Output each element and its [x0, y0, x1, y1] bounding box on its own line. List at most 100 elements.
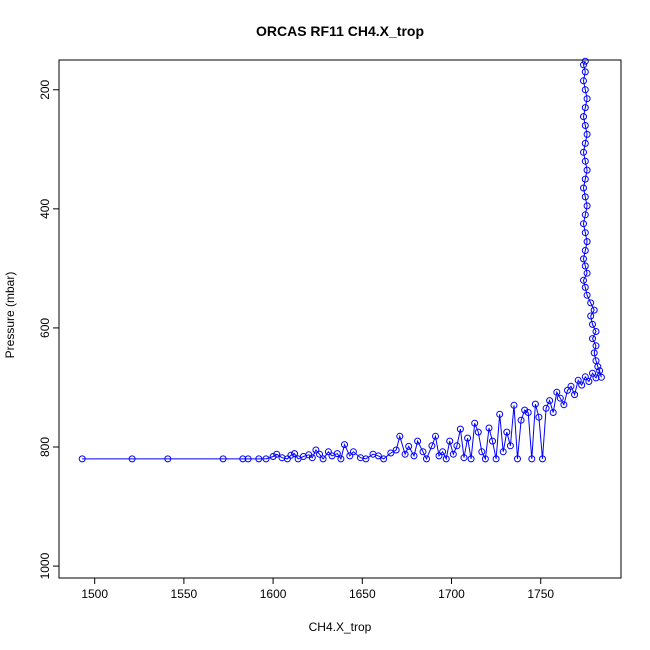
data-point — [392, 446, 400, 454]
data-point — [510, 401, 518, 409]
data-point — [580, 220, 587, 228]
data-point — [585, 378, 593, 385]
data-point — [596, 367, 604, 375]
data-point — [567, 382, 575, 390]
y-tick-label: 200 — [38, 79, 52, 99]
data-point — [560, 401, 568, 409]
data-point — [546, 397, 554, 405]
data-point — [590, 306, 598, 314]
plot-frame — [58, 59, 622, 579]
y-tick-label: 800 — [38, 437, 52, 457]
data-point — [414, 437, 422, 445]
data-point — [499, 448, 507, 456]
data-point — [324, 448, 332, 456]
chart-title: ORCAS RF11 CH4.X_trop — [256, 23, 424, 39]
data-point — [337, 455, 345, 463]
data-point — [517, 416, 525, 424]
data-point — [401, 450, 409, 458]
data-point — [346, 452, 354, 460]
data-point — [581, 57, 589, 65]
data-point — [587, 312, 595, 320]
data-point — [503, 428, 511, 436]
data-point — [581, 157, 589, 165]
data-point — [580, 255, 587, 263]
data-point — [362, 455, 370, 463]
data-point — [597, 373, 605, 381]
x-tick-label: 1750 — [527, 587, 554, 601]
data-point — [581, 262, 589, 270]
data-point — [410, 452, 418, 460]
data-point — [589, 369, 596, 377]
data-point — [316, 450, 323, 458]
data-point — [581, 211, 589, 219]
data-point — [333, 450, 341, 458]
data-point — [319, 455, 327, 463]
x-tick-label: 1550 — [171, 587, 198, 601]
data-point — [524, 409, 532, 416]
y-tick-label: 400 — [38, 199, 52, 219]
data-point — [531, 400, 539, 408]
data-point — [506, 442, 514, 450]
series-points — [78, 57, 605, 463]
data-point — [492, 455, 500, 463]
data-point — [269, 453, 277, 460]
data-point — [423, 455, 430, 463]
data-point — [589, 335, 596, 343]
data-point — [349, 448, 357, 456]
data-point — [489, 437, 496, 445]
data-point — [580, 77, 587, 85]
data-point — [312, 446, 320, 454]
data-point — [564, 386, 571, 394]
data-point — [442, 455, 450, 463]
data-point — [283, 455, 291, 463]
data-point — [485, 424, 493, 432]
data-point — [478, 448, 486, 456]
data-point — [460, 454, 468, 462]
data-point — [580, 148, 587, 156]
data-point — [78, 455, 86, 463]
data-point — [581, 193, 589, 201]
data-point — [580, 184, 587, 192]
data-point — [380, 455, 388, 463]
data-point — [549, 409, 557, 416]
x-axis-label: CH4.X_trop — [309, 620, 372, 634]
data-point — [467, 455, 475, 463]
data-point — [583, 166, 591, 174]
data-point — [589, 320, 596, 328]
data-point — [583, 269, 591, 277]
data-point — [239, 455, 247, 463]
data-point — [587, 299, 595, 307]
data-point — [571, 391, 579, 399]
data-point — [580, 61, 587, 69]
data-point — [583, 238, 591, 246]
data-point — [456, 425, 464, 433]
data-point — [590, 349, 598, 357]
data-point — [262, 455, 270, 463]
data-point — [583, 202, 591, 210]
data-point — [244, 455, 252, 463]
y-axis-label: Pressure (mbar) — [3, 272, 17, 359]
data-point — [219, 455, 227, 463]
data-point — [583, 95, 591, 103]
data-point — [578, 381, 586, 389]
data-point — [446, 437, 454, 445]
data-point — [592, 342, 600, 350]
data-point — [553, 388, 561, 396]
data-point — [341, 441, 348, 449]
data-point — [592, 357, 600, 365]
data-point — [255, 455, 263, 463]
data-point — [592, 374, 600, 382]
data-point — [581, 175, 589, 183]
data-point — [419, 448, 427, 456]
data-point — [449, 450, 457, 458]
data-point — [581, 122, 589, 129]
data-point — [521, 406, 529, 414]
data-point — [396, 432, 404, 440]
data-point — [583, 130, 591, 138]
data-point — [542, 404, 550, 412]
data-point — [580, 276, 587, 284]
data-point — [581, 283, 589, 291]
data-point — [539, 455, 546, 463]
data-point — [581, 68, 589, 76]
